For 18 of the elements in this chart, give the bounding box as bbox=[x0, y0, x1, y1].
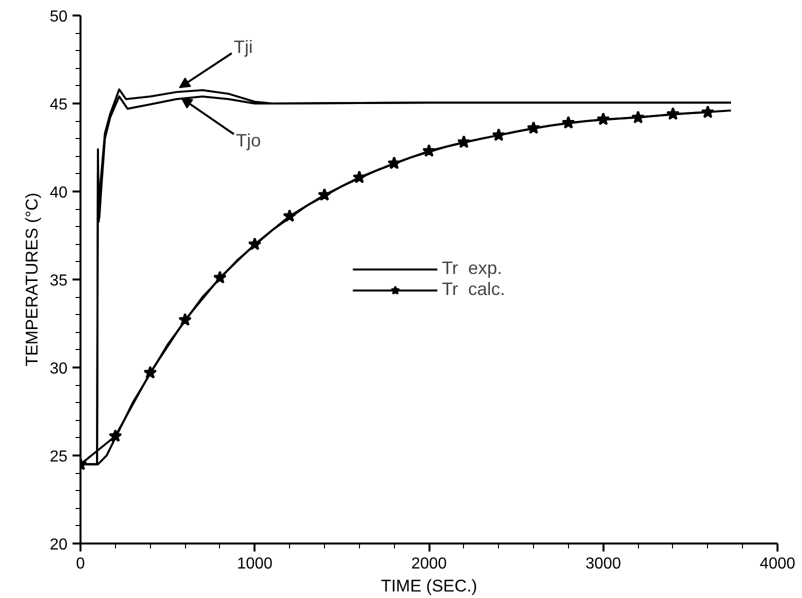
x-axis-title: TIME (SEC.) bbox=[380, 576, 478, 596]
y-tick-label: 35 bbox=[50, 272, 68, 290]
annotation: Tji bbox=[234, 37, 253, 58]
x-tick-label: 1000 bbox=[236, 556, 273, 572]
y-tick-label: 40 bbox=[50, 184, 68, 202]
y-axis-title: TEMPERATURES (°C) bbox=[22, 192, 42, 366]
x-tick-label: 2000 bbox=[411, 556, 447, 572]
x-tick-label: 0 bbox=[76, 556, 86, 572]
annotation: Tjo bbox=[236, 130, 261, 150]
x-tick-label: 4000 bbox=[760, 556, 796, 572]
x-tick-label: 3000 bbox=[585, 556, 622, 572]
y-tick-label: 45 bbox=[50, 96, 68, 114]
legend-label: Tr calc. bbox=[442, 279, 506, 300]
legend-label: Tr exp. bbox=[442, 258, 502, 279]
y-tick-label: 20 bbox=[50, 536, 68, 554]
y-tick-label: 30 bbox=[50, 360, 68, 378]
y-tick-label: 50 bbox=[50, 8, 68, 26]
y-tick-label: 25 bbox=[50, 448, 68, 466]
